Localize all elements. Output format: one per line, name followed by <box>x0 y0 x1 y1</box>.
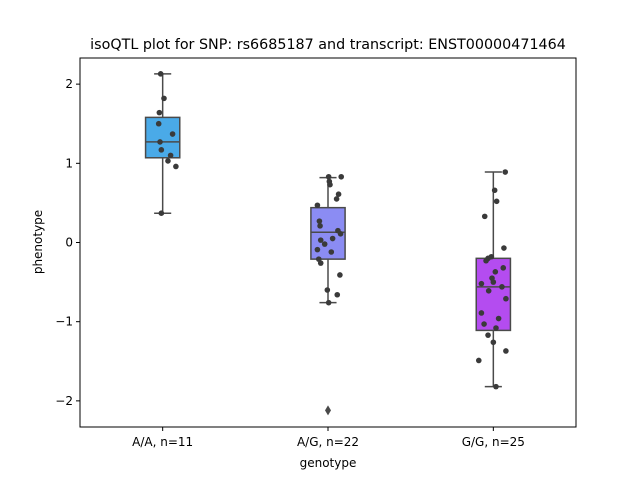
data-point <box>165 158 171 164</box>
data-point <box>328 249 335 255</box>
data-point <box>157 139 163 145</box>
x-tick-label: A/G, n=22 <box>297 435 359 449</box>
data-point <box>493 383 499 390</box>
data-point <box>485 288 492 294</box>
data-point <box>493 325 499 331</box>
data-point <box>503 348 509 354</box>
y-tick-label: 1 <box>65 156 73 170</box>
x-axis-label: genotype <box>300 456 357 470</box>
data-point <box>490 279 497 285</box>
data-point <box>317 260 324 266</box>
data-point <box>155 120 162 127</box>
plot-area: −2 −1 0 1 2 A/A, n=11 A/G, n=22 G/G, n=25 <box>55 57 577 449</box>
y-tick-label: −2 <box>55 394 73 408</box>
data-point <box>481 321 487 327</box>
data-point <box>158 210 165 217</box>
data-point <box>324 287 331 293</box>
data-point <box>325 173 332 180</box>
data-point <box>173 163 179 170</box>
data-point <box>317 237 324 243</box>
data-point <box>325 299 332 306</box>
data-point <box>169 131 176 137</box>
data-point <box>475 357 482 364</box>
y-axis-label: phenotype <box>31 210 45 274</box>
data-point <box>334 291 341 298</box>
data-point <box>478 310 485 316</box>
data-point <box>500 265 507 271</box>
data-point <box>495 315 502 322</box>
data-point <box>161 95 167 102</box>
data-point <box>158 147 165 153</box>
chart-title: isoQTL plot for SNP: rs6685187 and trans… <box>90 37 566 53</box>
data-point <box>321 241 328 247</box>
data-point <box>499 284 505 290</box>
data-point <box>317 223 323 229</box>
data-point <box>337 230 344 237</box>
x-tick-label: A/A, n=11 <box>132 435 193 449</box>
data-point <box>314 202 321 209</box>
data-point <box>167 152 174 159</box>
data-point <box>502 169 509 175</box>
y-tick-label: −1 <box>55 315 73 329</box>
data-point <box>483 257 489 264</box>
data-point <box>335 191 342 197</box>
x-tick-label: G/G, n=25 <box>462 435 525 449</box>
y-tick-label: 0 <box>65 236 73 250</box>
data-point <box>337 272 343 278</box>
data-point <box>492 268 499 275</box>
data-point <box>329 235 336 242</box>
data-point <box>501 245 507 251</box>
data-point <box>333 196 340 202</box>
data-point <box>491 187 498 194</box>
data-point <box>481 213 488 220</box>
y-tick-label: 2 <box>65 77 73 91</box>
data-point <box>478 280 485 287</box>
data-point <box>156 109 163 116</box>
data-point <box>485 332 491 338</box>
data-point <box>157 71 164 77</box>
outlier-marker <box>325 405 331 416</box>
data-point <box>338 173 345 180</box>
data-point <box>314 246 321 253</box>
data-point <box>327 181 333 188</box>
data-point <box>493 198 500 205</box>
data-point <box>316 218 323 224</box>
data-point <box>503 295 509 302</box>
data-point <box>490 339 497 346</box>
